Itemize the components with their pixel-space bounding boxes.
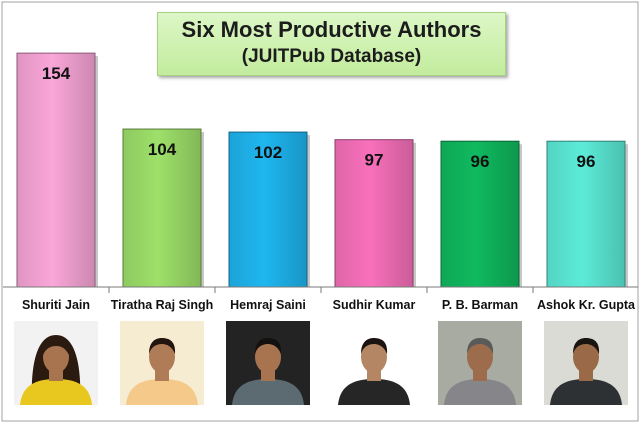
woman-portrait-photo: [14, 321, 98, 405]
man-portrait-photo: [332, 321, 416, 405]
bars-layer: [16, 52, 628, 288]
man-portrait-photo: [120, 321, 204, 405]
data-label-5: 96: [471, 152, 490, 171]
data-label-1: 154: [42, 64, 71, 83]
bar-6: [546, 140, 626, 288]
chart-title-box: Six Most Productive Authors (JUITPub Dat…: [157, 12, 506, 76]
chart-title: Six Most Productive Authors: [181, 17, 482, 42]
author-name-label: Sudhir Kumar: [332, 298, 416, 312]
man-portrait-photo: [544, 321, 628, 405]
bar-1: [16, 52, 96, 288]
author-name-label: Shuriti Jain: [21, 298, 91, 312]
data-label-3: 102: [254, 143, 282, 162]
bar-3: [228, 131, 308, 288]
data-label-6: 96: [577, 152, 596, 171]
author-name-label: Tiratha Raj Singh: [110, 298, 214, 312]
data-labels-layer: 154 104 102 97 96 96: [42, 64, 596, 171]
man-portrait-photo: [226, 321, 310, 405]
author-name-label: Ashok Kr. Gupta: [537, 298, 635, 312]
category-separators: [108, 287, 534, 293]
data-label-4: 97: [365, 151, 384, 170]
author-name-label: P. B. Barman: [441, 298, 519, 312]
chart-subtitle: (JUITPub Database): [241, 46, 422, 67]
author-name-label: Hemraj Saini: [230, 298, 306, 312]
man-portrait-photo: [438, 321, 522, 405]
data-label-2: 104: [148, 140, 177, 159]
bar-2: [122, 128, 202, 288]
